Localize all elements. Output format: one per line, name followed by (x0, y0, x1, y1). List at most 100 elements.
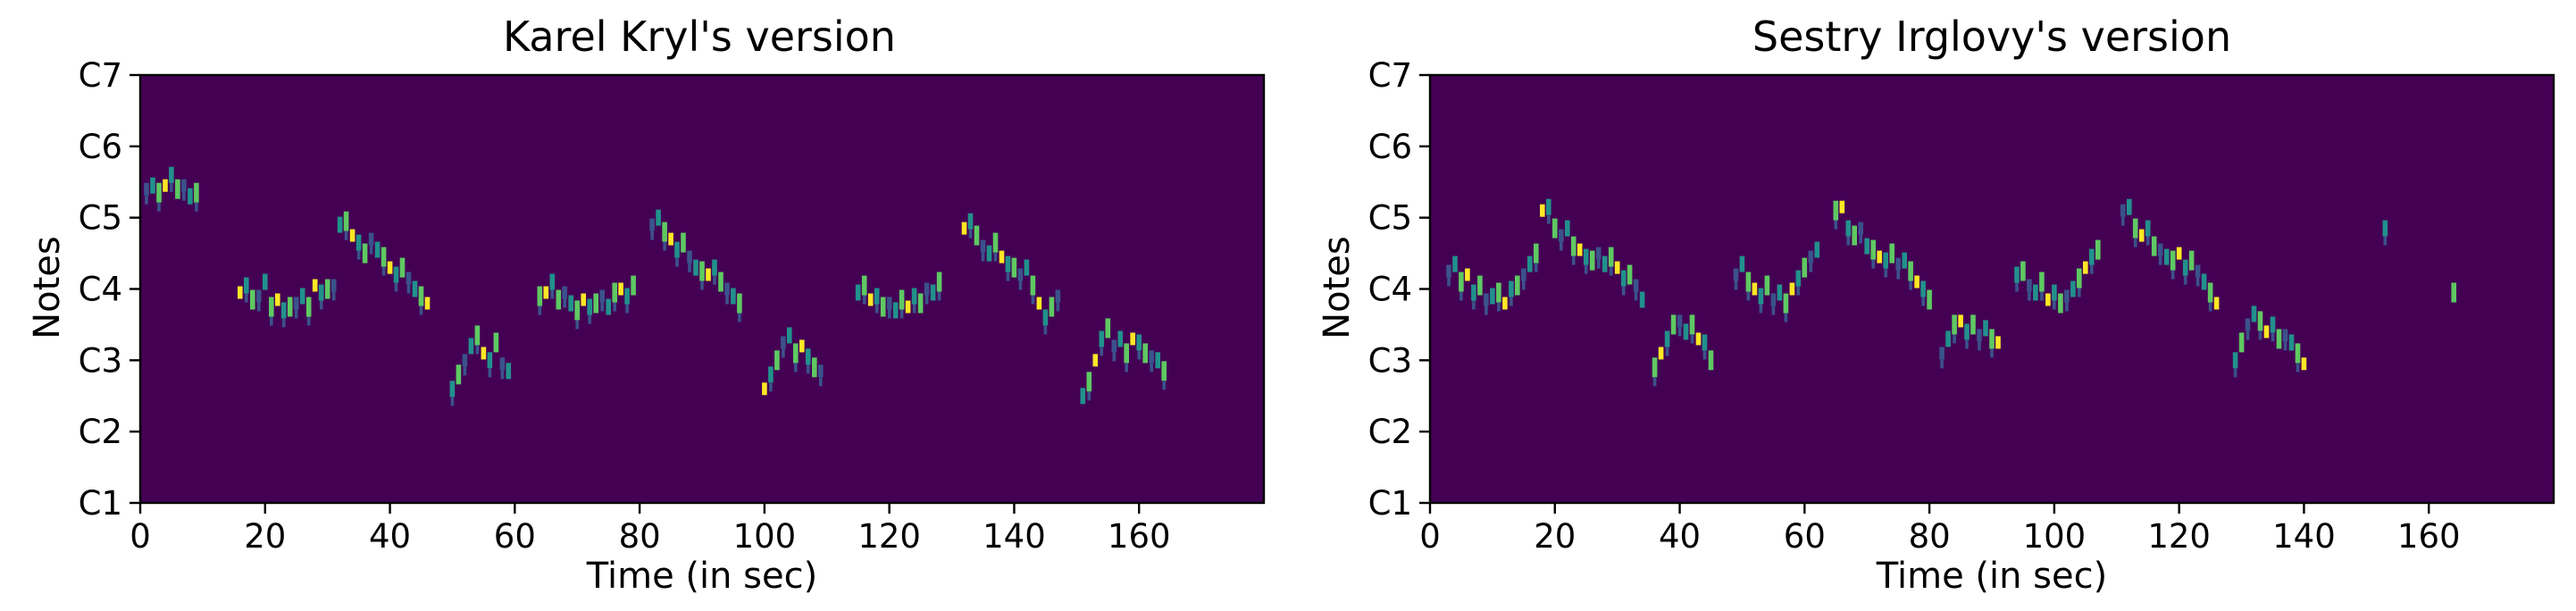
note-cell-tail (1965, 339, 1969, 349)
y-tick-label: C2 (79, 413, 122, 451)
note-cell (587, 298, 592, 315)
note-cell (930, 284, 936, 301)
note-cell (449, 381, 456, 398)
note-cell (305, 297, 312, 317)
note-cell-tail (2233, 368, 2237, 378)
note-cell (156, 182, 162, 203)
note-cell (250, 289, 255, 310)
note-cell (1130, 332, 1135, 346)
note-cell (2263, 325, 2270, 339)
note-cell-tail (1472, 300, 1476, 310)
x-tick-label: 160 (1108, 517, 1171, 556)
note-cell (681, 232, 686, 253)
note-cell (986, 245, 992, 262)
y-axis-label-left: Notes (27, 236, 68, 339)
note-cell-tail (981, 252, 985, 262)
note-cell-tail (862, 295, 866, 305)
note-cell-tail (1087, 391, 1091, 401)
note-cell (1895, 257, 1901, 271)
note-cell (1583, 248, 1589, 265)
note-cell-tail (807, 364, 810, 374)
note-cell (399, 257, 406, 278)
note-cell-tail (663, 241, 666, 251)
x-tick-label: 120 (2147, 517, 2211, 556)
note-cell-tail (170, 182, 173, 192)
note-cell (2207, 282, 2213, 303)
y-ticks-right: C1 C2 C3 C4 C5 C6 C7 (1368, 56, 1430, 523)
y-tick-label: C4 (1368, 271, 1412, 309)
note-cell (1092, 354, 1099, 367)
note-cell (1117, 331, 1124, 347)
note-cell (1570, 236, 1577, 256)
note-cell-tail (450, 397, 455, 406)
note-cell (1995, 336, 2001, 349)
note-cell (412, 280, 418, 297)
note-cell-tail (1459, 291, 1463, 301)
note-cell (999, 250, 1005, 264)
note-cell-tail (500, 370, 505, 380)
note-cell (992, 232, 999, 253)
note-cell-tail (1596, 259, 1601, 269)
note-cell-tail (1100, 347, 1104, 356)
note-cell (2451, 282, 2456, 303)
note-cell (612, 282, 617, 303)
y-tick-label: C7 (1368, 56, 1412, 95)
note-cell-tail (588, 314, 591, 324)
note-cell (2145, 220, 2151, 237)
note-cell (163, 179, 168, 192)
note-cell (1471, 284, 1476, 301)
note-cell (718, 272, 723, 292)
note-cell (1902, 252, 1907, 269)
x-tick-label: 80 (1909, 517, 1951, 556)
note-cell-tail (1909, 280, 1912, 290)
y-tick-label: C6 (79, 128, 122, 166)
note-cell-tail (2296, 363, 2300, 372)
note-cell (269, 297, 274, 317)
note-cell (244, 277, 249, 294)
note-cell (1733, 268, 1739, 281)
note-cell (1049, 297, 1055, 317)
note-cell (1496, 282, 1501, 303)
note-cell (2070, 280, 2076, 297)
note-cell (1658, 347, 1664, 360)
note-cell-tail (1043, 325, 1048, 335)
note-cell-tail (1560, 241, 1563, 251)
note-cell (424, 297, 431, 310)
y-tick-label: C2 (1368, 413, 1412, 451)
note-cell (2033, 284, 2038, 301)
note-cell-tail (2158, 255, 2162, 265)
chart-title-left: Karel Kryl's version (503, 13, 896, 61)
note-cell (1920, 280, 1926, 297)
note-cell-tail (1652, 377, 1657, 387)
x-ticks-left: 0 20 40 60 80 100 120 140 160 (130, 503, 1171, 556)
note-cell (1149, 350, 1154, 364)
note-cell-tail (1796, 286, 1801, 296)
note-cell-tail (1759, 304, 1763, 314)
note-cell-tail (1896, 270, 1900, 280)
note-cell (924, 282, 930, 296)
note-cell (2182, 259, 2188, 276)
note-cell-tail (937, 291, 941, 301)
note-cell-tail (2053, 300, 2056, 310)
note-cell-tail (2195, 277, 2200, 287)
note-cell (1977, 329, 1982, 342)
note-cell (474, 325, 481, 346)
note-cell-tail (463, 366, 467, 376)
note-cell (2120, 204, 2126, 217)
heatmap-background-right (1430, 75, 2554, 503)
note-cell-tail (406, 284, 411, 294)
y-tick-label: C4 (79, 271, 122, 309)
note-cell (393, 266, 399, 283)
note-cell-tail (924, 295, 929, 305)
note-cell-tail (550, 289, 555, 299)
note-cell (506, 363, 512, 380)
note-cell-tail (1112, 352, 1117, 362)
note-cell (481, 347, 487, 360)
note-cell (2276, 329, 2282, 349)
note-cell (662, 222, 667, 242)
y-tick-label: C5 (1368, 199, 1412, 238)
note-cell (1683, 323, 1689, 340)
note-cell (724, 282, 730, 296)
note-cell-tail (1056, 302, 1060, 312)
note-cell (456, 364, 462, 385)
